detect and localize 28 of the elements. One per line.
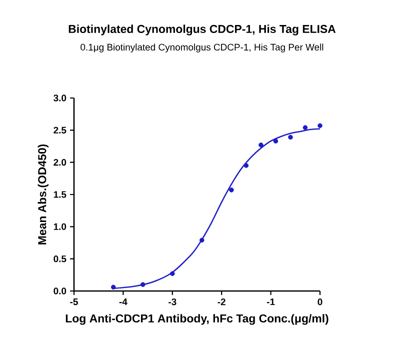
- point: [258, 142, 264, 148]
- chart-title: Biotinylated Cynomolgus CDCP-1, His Tag ELISA: [68, 24, 336, 36]
- point: [140, 282, 146, 287]
- point: [110, 284, 116, 290]
- point: [318, 123, 322, 128]
- x-tick-label: -5: [70, 298, 78, 306]
- y-axis-title: Mean Abs.(OD450): [38, 144, 48, 244]
- point: [288, 134, 293, 140]
- point: [302, 125, 308, 130]
- y-tick-label: 0.0: [54, 288, 66, 294]
- y-tick-label: 1.0: [54, 223, 66, 230]
- x-tick-label: 0: [318, 298, 322, 306]
- x-tick-label: -3: [168, 298, 176, 306]
- y-tick-label: 2.0: [54, 158, 66, 166]
- x-tick-label: -1: [266, 298, 275, 306]
- chart-subtitle: 0.1μg Biotinylated Cynomolgus CDCP-1, His Tag Per Well: [80, 44, 324, 52]
- x-axis-title: Log Anti-CDCP1 Antibody, hFc Tag Conc.(μg/ml): [66, 314, 328, 325]
- y-tick-label: 2.5: [54, 126, 66, 134]
- y-tick-label: 3.0: [54, 94, 66, 102]
- x-tick-label: -2: [218, 298, 226, 306]
- y-tick-label: 1.5: [54, 191, 66, 198]
- point: [244, 163, 249, 168]
- point: [200, 238, 204, 243]
- point: [273, 138, 278, 144]
- point: [170, 271, 175, 276]
- point: [229, 188, 234, 192]
- x-tick-label: -4: [119, 298, 128, 306]
- y-tick-label: 0.5: [54, 255, 66, 262]
